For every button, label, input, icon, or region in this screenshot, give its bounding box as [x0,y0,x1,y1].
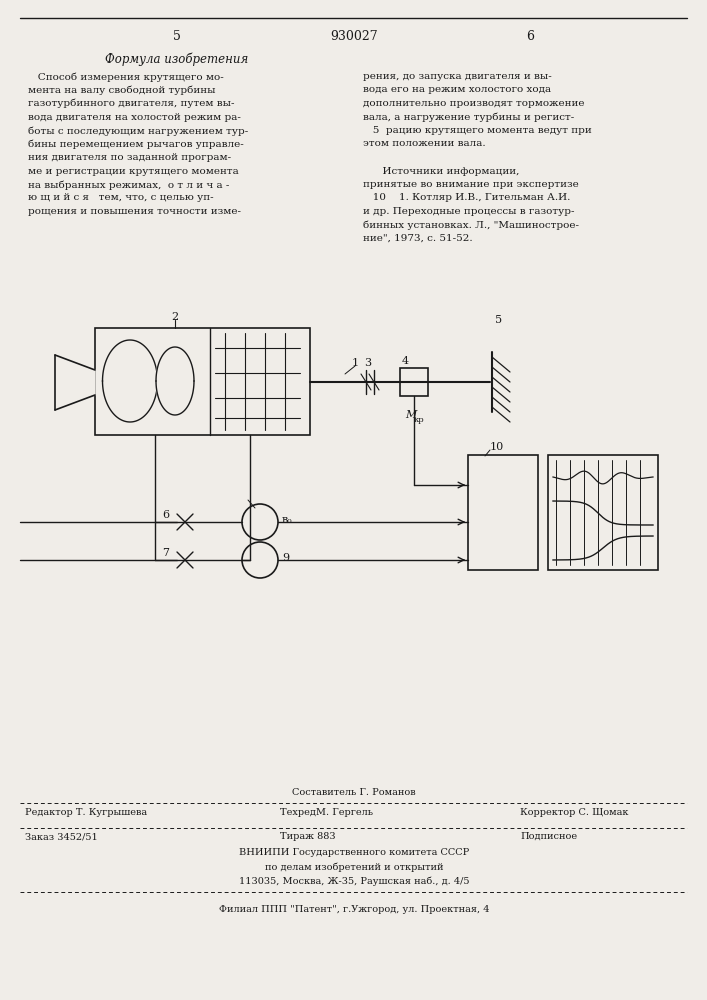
Text: Филиал ППП "Патент", г.Ужгород, ул. Проектная, 4: Филиал ППП "Патент", г.Ужгород, ул. Прое… [218,905,489,914]
Text: рения, до запуска двигателя и вы-: рения, до запуска двигателя и вы- [363,72,551,81]
Text: Заказ 3452/51: Заказ 3452/51 [25,832,98,841]
Text: 5: 5 [173,30,181,43]
Polygon shape [55,355,95,410]
Bar [400,368,428,396]
Text: ние", 1973, с. 51-52.: ние", 1973, с. 51-52. [363,234,472,243]
Bar [468,455,538,570]
Text: Формула изобретения: Формула изобретения [105,52,249,66]
Text: 6: 6 [526,30,534,43]
Text: 5  рацию крутящего момента ведут при: 5 рацию крутящего момента ведут при [363,126,592,135]
Text: 6: 6 [162,510,169,520]
Text: в₀: в₀ [282,515,293,525]
Text: рощения и повышения точности изме-: рощения и повышения точности изме- [28,207,241,216]
Text: по делам изобретений и открытий: по делам изобретений и открытий [264,862,443,871]
Text: вала, а нагружение турбины и регист-: вала, а нагружение турбины и регист- [363,112,574,122]
Text: бинных установках. Л., "Машинострое-: бинных установках. Л., "Машинострое- [363,221,579,230]
Bar [548,455,658,570]
Text: боты с последующим нагружением тур-: боты с последующим нагружением тур- [28,126,248,135]
Text: вода двигателя на холостой режим ра-: вода двигателя на холостой режим ра- [28,112,241,121]
Bar [95,328,310,435]
Text: мента на валу свободной турбины: мента на валу свободной турбины [28,86,216,95]
Polygon shape [103,340,158,422]
Text: 9: 9 [282,553,289,563]
Text: 930027: 930027 [330,30,378,43]
Text: дополнительно производят торможение: дополнительно производят торможение [363,99,585,108]
Text: 4: 4 [402,356,409,366]
Circle shape [242,542,278,578]
Polygon shape [156,347,194,415]
Text: Подписное: Подписное [520,832,577,841]
Text: 10: 10 [490,442,504,452]
Text: вода его на режим холостого хода: вода его на режим холостого хода [363,86,551,95]
Text: 1: 1 [352,358,359,368]
Text: ю щ и й с я   тем, что, с целью уп-: ю щ и й с я тем, что, с целью уп- [28,194,214,202]
Text: Тираж 883: Тираж 883 [280,832,336,841]
Text: бины перемещением рычагов управле-: бины перемещением рычагов управле- [28,139,244,149]
Text: Способ измерения крутящего мо-: Способ измерения крутящего мо- [28,72,223,82]
Text: 7: 7 [162,548,169,558]
Text: Составитель Г. Романов: Составитель Г. Романов [292,788,416,797]
Text: Корректор С. Щомак: Корректор С. Щомак [520,808,629,817]
Text: 113035, Москва, Ж-35, Раушская наб., д. 4/5: 113035, Москва, Ж-35, Раушская наб., д. … [239,876,469,886]
Text: и др. Переходные процессы в газотур-: и др. Переходные процессы в газотур- [363,207,575,216]
Text: ТехредМ. Гергель: ТехредМ. Гергель [280,808,373,817]
Text: кр: кр [414,416,425,424]
Text: ния двигателя по заданной програм-: ния двигателя по заданной програм- [28,153,231,162]
Circle shape [242,504,278,540]
Text: Редактор Т. Кугрышева: Редактор Т. Кугрышева [25,808,147,817]
Text: 10    1. Котляр И.В., Гительман А.И.: 10 1. Котляр И.В., Гительман А.И. [363,194,571,202]
Text: принятые во внимание при экспертизе: принятые во внимание при экспертизе [363,180,579,189]
Text: М: М [405,410,416,420]
Text: ВНИИПИ Государственного комитета СССР: ВНИИПИ Государственного комитета СССР [239,848,469,857]
Text: 3: 3 [364,358,372,368]
Text: Источники информации,: Источники информации, [363,166,520,176]
Text: этом положении вала.: этом положении вала. [363,139,486,148]
Text: на выбранных режимах,  о т л и ч а -: на выбранных режимах, о т л и ч а - [28,180,229,190]
Text: газотурбинного двигателя, путем вы-: газотурбинного двигателя, путем вы- [28,99,235,108]
Text: 5: 5 [495,315,502,325]
Text: ме и регистрации крутящего момента: ме и регистрации крутящего момента [28,166,239,176]
Text: 2: 2 [171,312,179,322]
